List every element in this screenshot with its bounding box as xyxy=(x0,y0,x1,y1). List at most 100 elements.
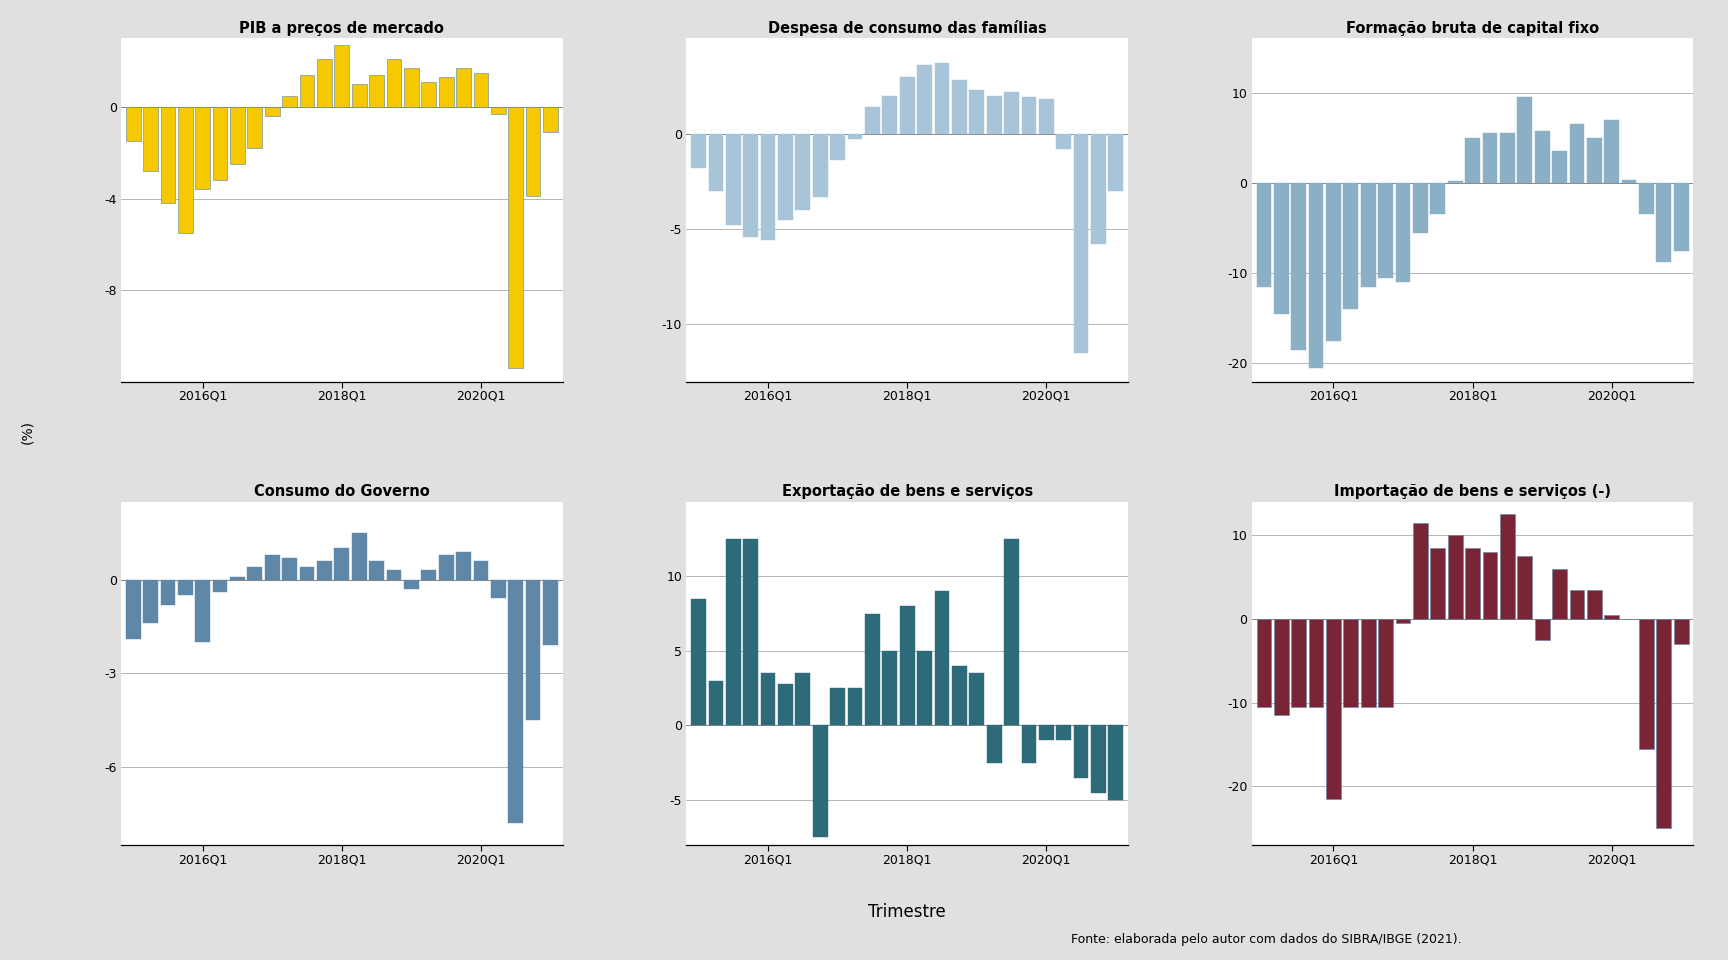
Bar xyxy=(247,567,263,580)
Bar xyxy=(1534,619,1550,639)
Bar xyxy=(1004,92,1020,133)
Bar xyxy=(918,651,931,726)
Bar xyxy=(1362,183,1375,287)
Bar xyxy=(404,580,418,589)
Bar xyxy=(230,577,245,580)
Bar xyxy=(1448,535,1462,619)
Bar xyxy=(1465,548,1479,619)
Bar xyxy=(1483,552,1498,619)
Bar xyxy=(1586,137,1602,183)
Bar xyxy=(829,688,845,726)
Bar xyxy=(1640,183,1654,214)
Title: Importação de bens e serviços (-): Importação de bens e serviços (-) xyxy=(1334,484,1610,499)
Bar xyxy=(1274,619,1289,715)
Bar xyxy=(726,539,741,726)
Bar xyxy=(1325,183,1341,341)
Bar xyxy=(1657,183,1671,262)
Bar xyxy=(1021,726,1037,763)
Bar xyxy=(866,107,880,133)
Bar xyxy=(282,558,297,580)
Bar xyxy=(1586,589,1602,619)
Bar xyxy=(126,107,140,141)
Bar xyxy=(316,59,332,107)
Bar xyxy=(1056,133,1071,149)
Title: Exportação de bens e serviços: Exportação de bens e serviços xyxy=(781,484,1033,499)
Bar xyxy=(404,68,418,107)
Bar xyxy=(1640,619,1654,749)
Bar xyxy=(848,133,862,139)
Bar xyxy=(1500,133,1515,183)
Bar xyxy=(161,580,175,605)
Bar xyxy=(1517,97,1533,183)
Bar xyxy=(161,107,175,204)
Text: (%): (%) xyxy=(21,420,35,444)
Bar xyxy=(143,580,157,623)
Bar xyxy=(387,59,401,107)
Bar xyxy=(213,107,228,180)
Bar xyxy=(508,107,524,368)
Bar xyxy=(316,561,332,580)
Text: Fonte: elaborada pelo autor com dados do SIBRA/IBGE (2021).: Fonte: elaborada pelo autor com dados do… xyxy=(1071,932,1462,946)
Bar xyxy=(778,133,793,220)
Bar xyxy=(1657,619,1671,828)
Bar xyxy=(543,580,558,645)
Bar xyxy=(743,133,759,237)
Bar xyxy=(1465,137,1479,183)
Bar xyxy=(1448,181,1462,183)
Bar xyxy=(1256,183,1272,287)
Bar xyxy=(778,684,793,726)
Bar xyxy=(866,613,880,726)
Bar xyxy=(883,651,897,726)
Bar xyxy=(456,552,472,580)
Bar xyxy=(1039,100,1054,133)
Bar xyxy=(1674,619,1688,644)
Bar xyxy=(1431,548,1445,619)
Bar xyxy=(508,580,524,823)
Bar xyxy=(691,599,707,726)
Bar xyxy=(1090,726,1106,793)
Bar xyxy=(1396,619,1410,623)
Bar xyxy=(422,82,435,107)
Bar xyxy=(370,75,384,107)
Bar xyxy=(1569,589,1585,619)
Bar xyxy=(195,580,211,642)
Bar xyxy=(935,63,949,133)
Bar xyxy=(299,75,314,107)
Bar xyxy=(1604,614,1619,619)
Bar xyxy=(760,133,776,240)
Bar xyxy=(230,107,245,164)
Bar xyxy=(1090,133,1106,244)
Bar xyxy=(1534,131,1550,183)
Bar xyxy=(247,107,263,148)
Bar xyxy=(1379,183,1393,277)
Bar xyxy=(1343,619,1358,707)
Bar xyxy=(1039,726,1054,740)
Bar xyxy=(178,580,194,595)
Bar xyxy=(264,107,280,116)
Bar xyxy=(708,681,724,726)
Bar xyxy=(969,673,985,726)
Bar xyxy=(1308,619,1324,707)
Bar xyxy=(1362,619,1375,707)
Bar xyxy=(335,548,349,580)
Title: Formação bruta de capital fixo: Formação bruta de capital fixo xyxy=(1346,21,1598,36)
Bar xyxy=(1396,183,1410,282)
Bar xyxy=(1552,568,1567,619)
Bar xyxy=(439,78,453,107)
Bar xyxy=(1379,619,1393,707)
Bar xyxy=(195,107,211,189)
Bar xyxy=(1431,183,1445,214)
Bar xyxy=(543,107,558,132)
Bar xyxy=(812,133,828,197)
Bar xyxy=(456,68,472,107)
Bar xyxy=(883,96,897,133)
Bar xyxy=(1604,120,1619,183)
Bar xyxy=(353,533,366,580)
Bar xyxy=(1500,515,1515,619)
Bar xyxy=(491,580,506,598)
Bar xyxy=(1073,133,1089,353)
Bar xyxy=(900,606,914,726)
Bar xyxy=(1569,124,1585,183)
Bar xyxy=(1073,726,1089,778)
Bar xyxy=(335,45,349,107)
